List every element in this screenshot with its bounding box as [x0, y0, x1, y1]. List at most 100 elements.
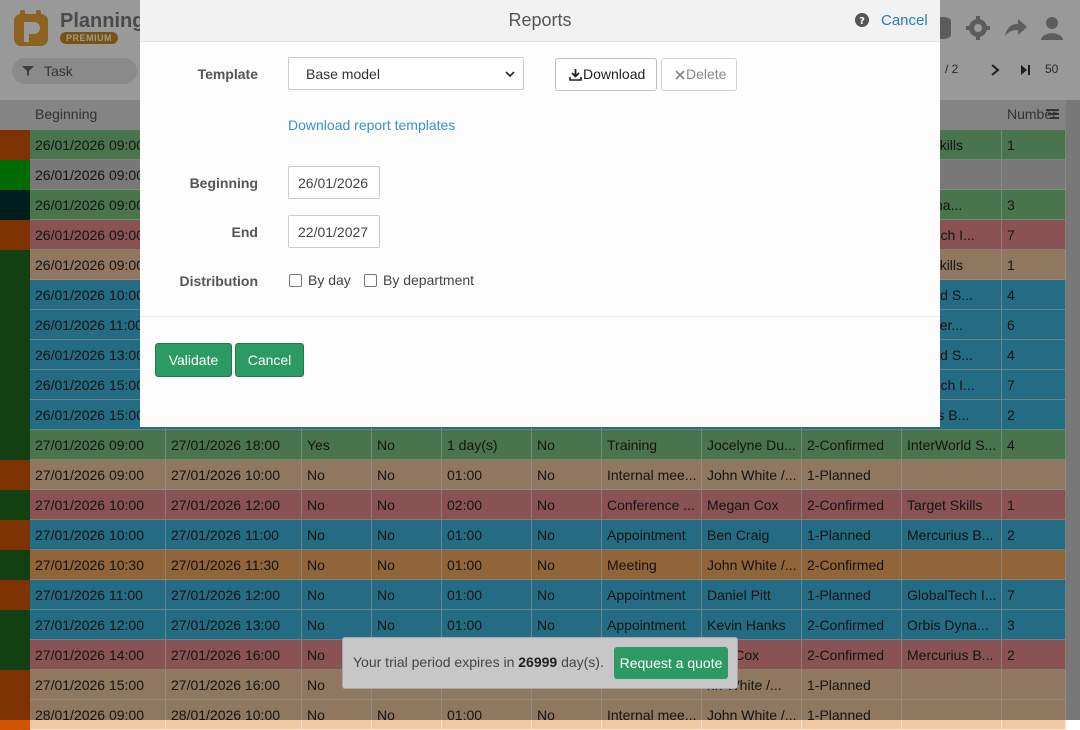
- column-header-number[interactable]: Number: [1007, 106, 1057, 122]
- trial-text-before: Your trial period expires in: [353, 654, 519, 670]
- table-cell: 27/01/2026 16:00: [166, 640, 302, 670]
- next-page-icon[interactable]: [990, 64, 1000, 76]
- table-cell: 1: [1002, 250, 1066, 280]
- table-cell: 4: [1002, 430, 1066, 460]
- row-color-stripe: [0, 310, 30, 340]
- table-cell: 1 day(s): [442, 430, 532, 460]
- row-color-stripe: [0, 160, 30, 190]
- table-cell: 4: [1002, 340, 1066, 370]
- task-search-input[interactable]: Task: [12, 58, 137, 84]
- by-day-checkbox[interactable]: [289, 274, 302, 287]
- by-day-label[interactable]: By day: [308, 272, 351, 288]
- table-cell: 3: [1002, 610, 1066, 640]
- table-cell: No: [532, 520, 602, 550]
- table-cell: No: [372, 430, 442, 460]
- by-department-label[interactable]: By department: [383, 272, 475, 288]
- table-cell: No: [372, 610, 442, 640]
- table-row[interactable]: 27/01/2026 09:00 27/01/2026 10:00 No No 01:0…: [0, 460, 1066, 490]
- table-cell: No: [302, 610, 372, 640]
- table-row[interactable]: 27/01/2026 10:00 27/01/2026 12:00 No No 02:0…: [0, 490, 1066, 520]
- table-row[interactable]: 27/01/2026 09:00 27/01/2026 18:00 Yes No 1 d…: [0, 430, 1066, 460]
- row-color-stripe: [0, 640, 30, 670]
- grid-scrollbar[interactable]: [1066, 100, 1080, 720]
- table-cell: 2-Confirmed: [802, 640, 902, 670]
- last-page-icon[interactable]: [1020, 64, 1032, 76]
- validate-button-label: Validate: [168, 352, 219, 368]
- page-indicator: / 2: [945, 62, 959, 76]
- table-cell: 27/01/2026 16:00: [166, 670, 302, 700]
- cancel-button[interactable]: Cancel: [235, 343, 304, 377]
- table-cell: [1002, 550, 1066, 580]
- table-cell: No: [372, 580, 442, 610]
- table-row[interactable]: 27/01/2026 11:00 27/01/2026 12:00 No No 01:0…: [0, 580, 1066, 610]
- table-row[interactable]: 27/01/2026 10:30 27/01/2026 11:30 No No 01:0…: [0, 550, 1066, 580]
- row-color-stripe: [0, 490, 30, 520]
- table-cell: Kevin Hanks: [702, 610, 802, 640]
- row-color-stripe: [0, 130, 30, 160]
- table-cell: [1002, 160, 1066, 190]
- column-header-beginning[interactable]: Beginning: [35, 106, 98, 122]
- row-color-stripe: [0, 670, 30, 700]
- table-cell: 1-Planned: [802, 580, 902, 610]
- help-icon[interactable]: ?: [855, 13, 869, 27]
- template-label: Template: [197, 66, 258, 82]
- by-department-checkbox[interactable]: [364, 274, 377, 287]
- end-date-input[interactable]: 22/01/2027: [288, 215, 380, 248]
- cancel-button-label: Cancel: [247, 352, 292, 368]
- table-cell: Appointment: [602, 520, 702, 550]
- table-row[interactable]: 27/01/2026 10:00 27/01/2026 11:00 No No 01:0…: [0, 520, 1066, 550]
- table-cell: Daniel Pitt: [702, 580, 802, 610]
- download-icon: [569, 69, 582, 81]
- app-logo-icon: [14, 10, 48, 46]
- table-cell: 27/01/2026 12:00: [30, 610, 166, 640]
- close-icon: [675, 70, 685, 80]
- page-size[interactable]: 50: [1045, 62, 1059, 76]
- dialog-header: Reports ? Cancel: [140, 0, 940, 42]
- row-color-stripe: [0, 280, 30, 310]
- row-color-stripe: [0, 430, 30, 460]
- table-cell: 2-Confirmed: [802, 430, 902, 460]
- table-cell: 27/01/2026 10:30: [30, 550, 166, 580]
- table-cell: [902, 460, 1002, 490]
- row-color-stripe: [0, 400, 30, 430]
- request-quote-label: Request a quote: [619, 655, 723, 671]
- column-menu-icon[interactable]: [1046, 108, 1059, 120]
- download-report-templates-link[interactable]: Download report templates: [288, 117, 456, 133]
- validate-button[interactable]: Validate: [155, 343, 232, 377]
- table-cell: No: [302, 580, 372, 610]
- table-cell: 27/01/2026 12:00: [166, 490, 302, 520]
- row-color-stripe: [0, 370, 30, 400]
- row-color-stripe: [0, 460, 30, 490]
- download-button[interactable]: Download: [555, 58, 657, 91]
- table-cell: [902, 670, 1002, 700]
- table-cell: 1-Planned: [802, 670, 902, 700]
- table-cell: 01:00: [442, 460, 532, 490]
- svg-text:?: ?: [859, 16, 865, 27]
- table-cell: 27/01/2026 09:00: [30, 430, 166, 460]
- table-cell: Ben Craig: [702, 520, 802, 550]
- beginning-date-input[interactable]: 26/01/2026: [288, 166, 380, 199]
- row-color-stripe: [0, 580, 30, 610]
- reports-dialog: Reports ? Cancel Template Base model Dow…: [140, 0, 940, 427]
- table-cell: No: [532, 460, 602, 490]
- table-cell: Internal mee...: [602, 460, 702, 490]
- table-cell: 3: [1002, 190, 1066, 220]
- header-cancel-link[interactable]: Cancel: [881, 12, 928, 29]
- row-color-stripe: [0, 520, 30, 550]
- table-cell: Yes: [302, 430, 372, 460]
- request-quote-button[interactable]: Request a quote: [614, 647, 728, 679]
- user-icon[interactable]: [1038, 14, 1066, 42]
- app-name: Planning: [60, 10, 145, 32]
- row-color-stripe: [0, 550, 30, 580]
- template-select[interactable]: Base model: [288, 57, 524, 90]
- delete-button[interactable]: Delete: [661, 58, 737, 91]
- end-label: End: [231, 224, 258, 240]
- table-cell: [1002, 670, 1066, 700]
- table-cell: 27/01/2026 12:00: [166, 580, 302, 610]
- table-row[interactable]: 27/01/2026 12:00 27/01/2026 13:00 No No 01:0…: [0, 610, 1066, 640]
- gear-icon[interactable]: [964, 14, 992, 42]
- end-date-value: 22/01/2027: [298, 224, 369, 240]
- share-icon[interactable]: [1001, 14, 1029, 42]
- table-cell: No: [302, 520, 372, 550]
- table-cell: 01:00: [442, 550, 532, 580]
